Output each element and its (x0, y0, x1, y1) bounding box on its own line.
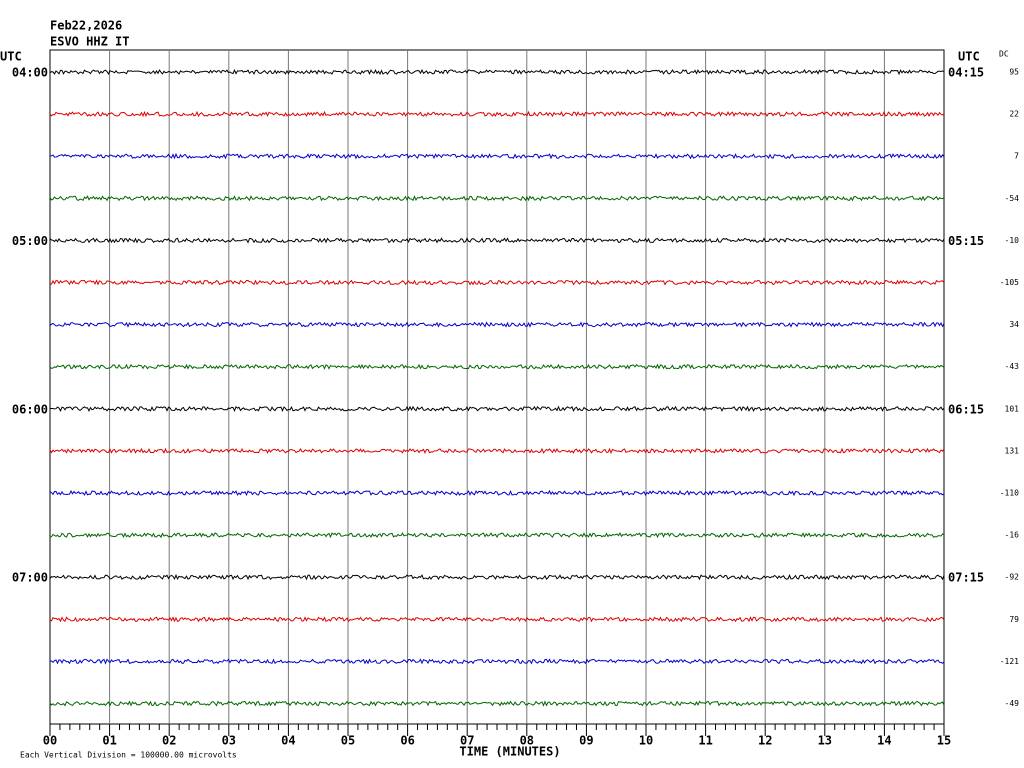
trace (49, 237, 945, 244)
trace (50, 279, 945, 286)
x-tick-label: 05 (341, 734, 355, 748)
dc-value: 131 (1005, 446, 1020, 455)
dc-value: 22 (1009, 110, 1019, 119)
dc-value: 101 (1005, 404, 1020, 413)
trace (49, 573, 945, 581)
left-time: 07:00 (12, 571, 48, 585)
dc-value: 7 (1014, 152, 1019, 161)
trace (49, 195, 945, 202)
dc-value: -16 (1005, 531, 1020, 540)
trace (49, 658, 945, 665)
dc-value: 34 (1009, 320, 1019, 329)
footer: Each Vertical Division = 100000.00 micro… (20, 751, 237, 760)
trace (49, 321, 945, 328)
dc-value: 95 (1009, 68, 1019, 77)
x-axis-label: TIME (MINUTES) (459, 745, 560, 759)
trace (49, 700, 945, 707)
left-utc: UTC (0, 50, 22, 64)
x-tick-label: 01 (102, 734, 116, 748)
dc-value: -10 (1005, 236, 1020, 245)
trace (49, 616, 945, 623)
x-tick-label: 10 (639, 734, 653, 748)
dc-value: -92 (1005, 573, 1020, 582)
x-tick-label: 06 (400, 734, 414, 748)
trace (49, 489, 945, 497)
left-time: 06:00 (12, 402, 48, 416)
left-time: 04:00 (12, 66, 48, 80)
dc-value: -54 (1005, 194, 1020, 203)
trace (49, 447, 945, 455)
trace (49, 152, 945, 160)
dc-value: -49 (1005, 699, 1020, 708)
plot-frame (49, 49, 945, 725)
station: ESVO HHZ IT (50, 35, 129, 49)
x-tick-label: 13 (818, 734, 832, 748)
x-tick-label: 03 (222, 734, 236, 748)
x-tick-label: 00 (43, 734, 57, 748)
dc-value: -110 (1000, 489, 1019, 498)
right-time: 05:15 (948, 234, 984, 248)
x-tick-label: 14 (877, 734, 891, 748)
trace (49, 110, 945, 118)
x-tick-label: 09 (579, 734, 593, 748)
dc-value: -43 (1005, 362, 1020, 371)
trace (49, 363, 945, 370)
x-tick-label: 15 (937, 734, 951, 748)
right-time: 06:15 (948, 402, 984, 416)
x-tick-label: 07 (460, 734, 474, 748)
dc-value: -105 (1000, 278, 1019, 287)
trace (49, 405, 945, 413)
dc-label: DC (999, 50, 1009, 59)
x-tick-label: 11 (698, 734, 712, 748)
x-tick-label: 04 (281, 734, 295, 748)
x-tick-label: 12 (758, 734, 772, 748)
dc-value: -121 (1000, 657, 1019, 666)
x-tick-label: 08 (520, 734, 534, 748)
right-time: 04:15 (948, 66, 984, 80)
right-time: 07:15 (948, 571, 984, 585)
right-utc: UTC (958, 50, 980, 64)
left-time: 05:00 (12, 234, 48, 248)
trace (49, 532, 945, 539)
dc-value: 79 (1009, 615, 1019, 624)
x-tick-label: 02 (162, 734, 176, 748)
trace (49, 68, 945, 76)
date: Feb22,2026 (50, 19, 122, 33)
